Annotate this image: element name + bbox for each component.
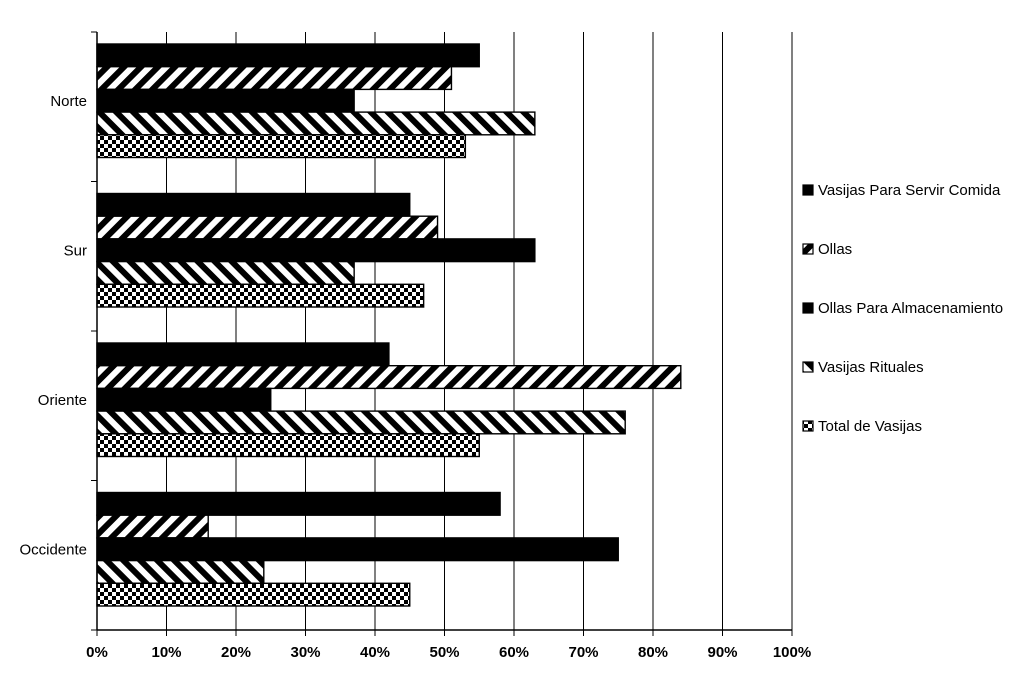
bar [96,134,467,159]
legend-swatch [802,302,814,314]
legend-label: Vasijas Rituales [818,359,924,376]
bar [96,65,453,91]
legend-swatch [802,184,814,196]
x-tick-label: 100% [773,644,811,661]
bar [96,283,425,308]
bars [96,43,682,607]
legend-swatch [802,420,814,432]
legend-label: Ollas Para Almacenamiento [818,300,1003,317]
bar [96,387,272,412]
x-tick-label: 0% [86,644,108,661]
legend-label: Vasijas Para Servir Comida [818,182,1001,199]
axes [91,31,793,636]
legend-swatch [802,243,814,255]
bar [96,238,536,263]
bar [96,365,682,390]
bar [96,43,480,68]
category-label: Sur [64,242,87,259]
bar [96,537,619,562]
x-tick-label: 90% [707,644,737,661]
legend: Vasijas Para Servir Comida Ollas Ollas Par… [802,182,1003,435]
x-tick-label: 20% [221,644,251,661]
bar [96,433,480,458]
bar [96,410,626,435]
bar [96,514,209,539]
bar [96,582,411,607]
category-label: Oriente [38,392,87,409]
bar [96,491,501,516]
x-tick-label: 30% [290,644,320,661]
legend-label: Ollas [818,241,852,258]
x-tick-label: 50% [429,644,459,661]
bar [96,559,265,584]
bar [96,88,355,113]
legend-swatch [802,361,814,373]
bar [96,111,536,136]
bar [96,192,411,217]
axis-labels: 0% 10% 20% 30% 40% 50% 60% 70% 80% 90% 100% Norte Su… [19,93,811,661]
x-tick-label: 60% [499,644,529,661]
bar [96,342,390,367]
legend-label: Total de Vasijas [818,418,922,435]
bar [96,215,439,240]
category-label: Occidente [19,541,87,558]
bar [96,260,355,286]
category-label: Norte [50,93,87,110]
x-tick-label: 40% [360,644,390,661]
x-tick-label: 70% [568,644,598,661]
x-tick-label: 10% [151,644,181,661]
x-tick-label: 80% [638,644,668,661]
